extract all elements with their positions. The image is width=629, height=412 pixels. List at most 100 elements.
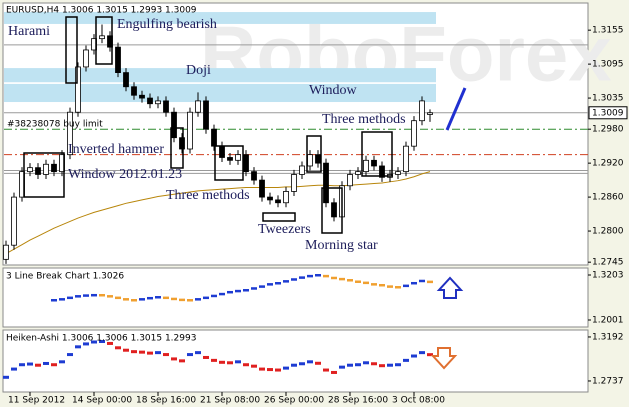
line-break-brick bbox=[395, 286, 401, 289]
candle-body bbox=[323, 162, 329, 204]
heiken-ashi-bar bbox=[27, 362, 33, 366]
heiken-ashi-bar bbox=[387, 363, 393, 367]
candle-body bbox=[99, 35, 105, 40]
candle-body bbox=[131, 86, 137, 96]
heiken-ashi-bar bbox=[107, 341, 113, 345]
pattern-box bbox=[262, 212, 296, 222]
line-break-brick bbox=[147, 296, 153, 300]
heiken-ashi-bar bbox=[235, 360, 241, 364]
heiken-ashi-bar bbox=[67, 353, 73, 357]
pattern-annotation: Engulfing bearish bbox=[117, 17, 217, 32]
candle-body bbox=[11, 196, 17, 246]
heiken-ashi-bar bbox=[171, 357, 177, 361]
heiken-ashi-bar bbox=[35, 363, 41, 367]
y-tick-label: 1.3035 bbox=[592, 94, 624, 104]
candle-body bbox=[227, 157, 233, 161]
heiken-ashi-bar bbox=[123, 348, 129, 352]
pattern-annotation: Window 2012.01.23 bbox=[68, 167, 182, 182]
y-tick-label: 1.3192 bbox=[592, 332, 624, 342]
candle-body bbox=[179, 137, 185, 150]
candle-body bbox=[43, 163, 49, 175]
heiken-ashi-bar bbox=[419, 351, 425, 355]
line-break-brick bbox=[171, 297, 177, 301]
x-tick-label: 3 Oct 08:00 bbox=[392, 396, 445, 406]
zone-band bbox=[4, 68, 436, 83]
y-tick-label: 1.3203 bbox=[592, 271, 624, 281]
x-tick-label: 28 Sep 16:00 bbox=[328, 396, 388, 406]
candle-body bbox=[307, 154, 313, 167]
heiken-ashi-bar bbox=[347, 363, 353, 367]
line-break-brick bbox=[235, 289, 241, 293]
candle-body bbox=[115, 46, 121, 74]
pattern-box bbox=[95, 16, 113, 65]
line-break-brick bbox=[251, 287, 257, 290]
heiken-ashi-bar bbox=[243, 363, 249, 367]
candle-body bbox=[155, 100, 161, 105]
candle-body bbox=[259, 179, 265, 198]
heiken-ashi-bar bbox=[187, 353, 193, 357]
candle-body bbox=[163, 100, 169, 113]
y-tick-label: 1.2980 bbox=[592, 125, 624, 135]
x-tick-label: 14 Sep 00:00 bbox=[72, 396, 132, 406]
panel-title: Heiken-Ashi 1.3006 1.3006 1.3015 1.2993 bbox=[6, 334, 196, 344]
line-break-brick bbox=[203, 296, 209, 300]
heiken-ashi-bar bbox=[83, 342, 89, 346]
candle-body bbox=[355, 171, 361, 175]
y-tick-label: 1.2001 bbox=[592, 315, 624, 325]
pattern-box bbox=[65, 16, 78, 84]
line-break-brick bbox=[363, 281, 369, 285]
pattern-annotation: Tweezers bbox=[258, 222, 311, 237]
moving-average bbox=[5, 171, 431, 255]
line-break-brick bbox=[51, 299, 57, 302]
heiken-ashi-bar bbox=[307, 360, 313, 364]
y-tick-label: 1.2745 bbox=[592, 258, 624, 268]
line-break-brick bbox=[331, 276, 337, 280]
line-break-brick bbox=[339, 277, 345, 281]
heiken-ashi-bar bbox=[139, 350, 145, 354]
heiken-ashi-bar bbox=[331, 370, 337, 374]
candle-body bbox=[331, 202, 337, 218]
line-break-brick bbox=[91, 293, 97, 297]
candle-body bbox=[3, 244, 9, 260]
y-tick-label: 1.2920 bbox=[592, 159, 624, 169]
pattern-annotation: Three methods bbox=[322, 112, 406, 127]
candle-body bbox=[275, 199, 281, 204]
heiken-ashi-bar bbox=[251, 364, 257, 368]
candle-body bbox=[75, 66, 81, 113]
x-tick-label: 21 Sep 08:00 bbox=[200, 396, 260, 406]
zone-band bbox=[4, 12, 436, 24]
pattern-annotation: Harami bbox=[8, 24, 50, 39]
y-tick-label: 1.3095 bbox=[592, 60, 624, 70]
candle-body bbox=[171, 111, 177, 139]
line-break-brick bbox=[347, 279, 353, 282]
candle-body bbox=[187, 111, 193, 150]
candle-body bbox=[35, 167, 41, 175]
heiken-ashi-bar bbox=[395, 363, 401, 367]
heiken-ashi-bar bbox=[291, 363, 297, 367]
watermark: RoboForex bbox=[200, 10, 612, 98]
candle-body bbox=[315, 154, 321, 164]
line-break-brick bbox=[83, 294, 89, 297]
heiken-ashi-bar bbox=[179, 359, 185, 363]
candle-body bbox=[51, 163, 57, 173]
candle-body bbox=[371, 159, 377, 167]
candle-body bbox=[363, 159, 369, 173]
line-break-brick bbox=[403, 284, 409, 288]
pattern-box bbox=[361, 131, 393, 177]
line-break-brick bbox=[59, 298, 65, 301]
line-break-brick bbox=[123, 298, 129, 301]
heiken-ashi-bar bbox=[355, 363, 361, 367]
heiken-ashi-bar bbox=[147, 351, 153, 355]
pattern-annotation: Doji bbox=[186, 63, 211, 78]
x-tick-label: 26 Sep 00:00 bbox=[264, 396, 324, 406]
candle-body bbox=[291, 174, 297, 192]
heiken-ashi-bar bbox=[43, 361, 49, 365]
candle-body bbox=[347, 174, 353, 187]
heiken-ashi-bar bbox=[115, 346, 121, 350]
candle-body bbox=[195, 100, 201, 113]
candle-body bbox=[283, 191, 289, 204]
pattern-annotation: Inverted hammer bbox=[68, 142, 164, 157]
heiken-ashi-bar bbox=[283, 366, 289, 370]
line-break-brick bbox=[75, 295, 81, 298]
